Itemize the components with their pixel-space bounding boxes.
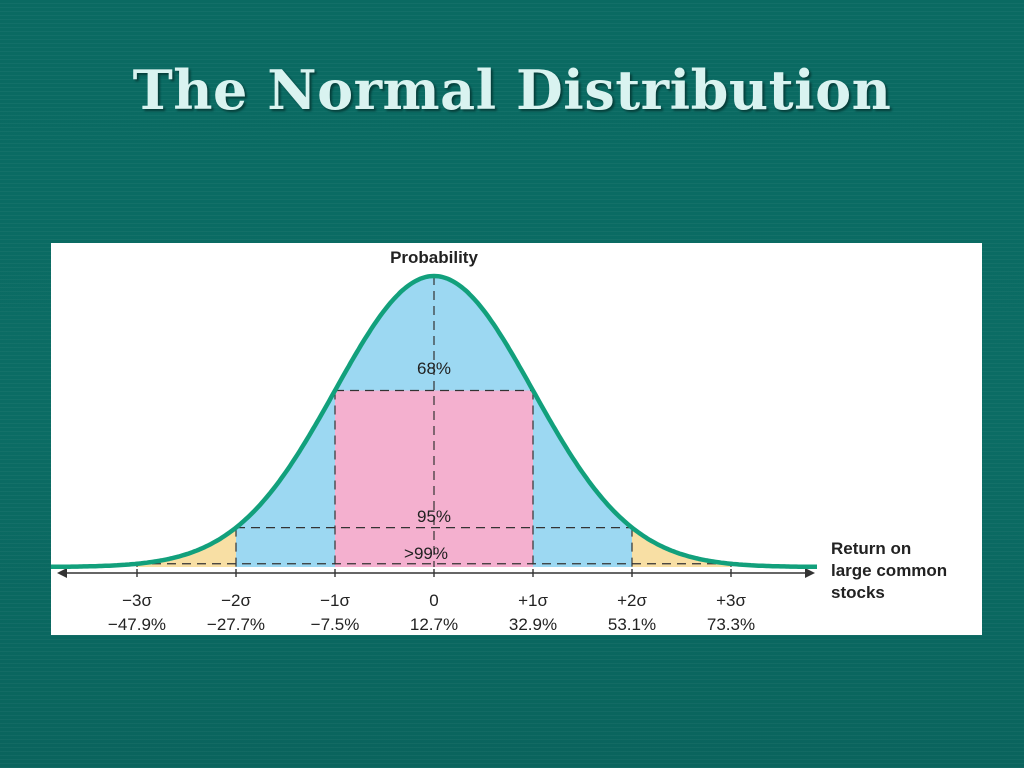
x-tick-sigma-label: 0 [429, 591, 438, 610]
x-axis-left-arrow [57, 568, 67, 578]
dashed-guides [136, 276, 732, 567]
x-tick-return-label: 53.1% [608, 615, 656, 634]
x-tick-return-label: 12.7% [410, 615, 458, 634]
region-99-right-tail [632, 527, 731, 567]
tick-labels: −3σ −47.9% −2σ −27.7% −1σ −7.5% 0 12.7% +1σ 32.9%… [108, 569, 755, 634]
region-99-left-tail [137, 527, 236, 567]
region-label-68: 68% [417, 359, 451, 378]
y-axis-label: Probability [390, 248, 478, 267]
x-tick-sigma-label: −1σ [320, 591, 350, 610]
x-tick-return-label: 32.9% [509, 615, 557, 634]
slide-title: The Normal Distribution [132, 58, 892, 122]
x-tick-return-label: −27.7% [207, 615, 265, 634]
x-axis-label-line-2: large common [831, 561, 947, 580]
x-tick-return-label: −7.5% [311, 615, 360, 634]
x-tick-sigma-label: +2σ [617, 591, 647, 610]
normal-distribution-chart: Probability Return on large common stock… [51, 248, 947, 634]
region-label-95: 95% [417, 507, 451, 526]
x-tick-return-label: 73.3% [707, 615, 755, 634]
chart-panel: Probability Return on large common stock… [51, 243, 982, 635]
region-label-99: >99% [404, 544, 448, 563]
x-axis [57, 568, 815, 578]
x-tick-sigma-label: +1σ [518, 591, 548, 610]
x-axis-label-line-1: Return on [831, 539, 911, 558]
x-axis-label-line-3: stocks [831, 583, 885, 602]
chart-labels: Probability Return on large common stock… [390, 248, 947, 602]
density-curve-layer [51, 273, 817, 570]
x-axis-right-arrow [805, 568, 815, 578]
x-tick-sigma-label: −2σ [221, 591, 251, 610]
x-tick-sigma-label: −3σ [122, 591, 152, 610]
x-tick-return-label: −47.9% [108, 615, 166, 634]
normal-curve [51, 273, 817, 570]
x-tick-sigma-label: +3σ [716, 591, 746, 610]
